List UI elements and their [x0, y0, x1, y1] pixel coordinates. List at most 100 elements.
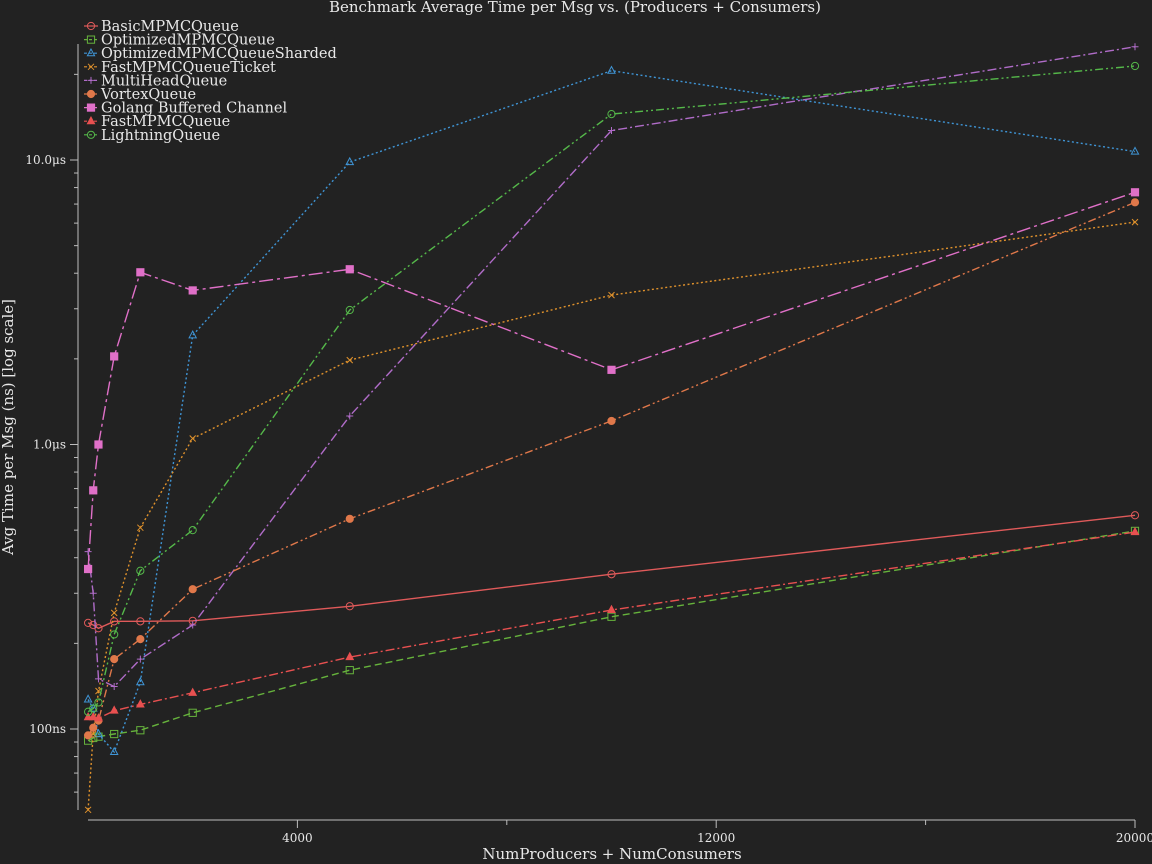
- legend-label: FastMPMCQueue: [101, 114, 230, 130]
- series-lightningqueue: [84, 61, 1140, 716]
- data-point-golang-buffered-channel: [345, 265, 354, 274]
- legend-item-multiheadqueue: MultiHeadQueue: [84, 73, 227, 89]
- data-point-golang-buffered-channel: [84, 564, 93, 574]
- data-point-lightningqueue: [89, 704, 98, 713]
- data-point-basicmpmcqueue: [84, 618, 93, 628]
- data-point-optimizedmpmcqueue: [188, 708, 197, 717]
- data-point-lightningqueue: [94, 698, 103, 707]
- data-point-optimizedmpmcqueue: [110, 729, 119, 739]
- legend: BasicMPMCQueueOptimizedMPMCQueueOptimize…: [84, 19, 337, 144]
- data-point-basicmpmcqueue: [136, 617, 145, 626]
- data-point-optimizedmpmcqueuesharded: [83, 694, 93, 703]
- data-point-basicmpmcqueue: [345, 602, 354, 611]
- data-point-lightningqueue: [110, 630, 119, 639]
- data-point-golang-buffered-channel: [110, 352, 119, 361]
- data-point-optimizedmpmcqueuesharded: [94, 728, 103, 738]
- data-point-golang-buffered-channel: [188, 286, 197, 295]
- data-point-lightningqueue: [607, 109, 616, 119]
- legend-marker: [86, 103, 96, 112]
- x-axis-title: NumProducers + NumConsumers: [482, 845, 741, 863]
- data-point-vortexqueue: [110, 655, 119, 664]
- legend-marker: [86, 89, 96, 99]
- data-point-vortexqueue: [607, 416, 616, 426]
- legend-label: VortexQueue: [100, 87, 196, 103]
- series-optimizedmpmcqueue: [84, 526, 1140, 745]
- legend-marker: [86, 115, 96, 125]
- data-point-fastmpmcqueueticket: [608, 291, 615, 299]
- data-point-multiheadqueue: [84, 548, 92, 556]
- data-point-vortexqueue: [89, 723, 98, 732]
- legend-item-basicmpmcqueue: BasicMPMCQueue: [84, 19, 239, 35]
- data-point-fastmpmcqueue: [345, 651, 355, 661]
- data-point-multiheadqueue: [136, 655, 144, 663]
- legend-item-fastmpmcqueueticket: FastMPMCQueueTicket: [84, 60, 276, 76]
- data-point-optimizedmpmcqueue: [136, 726, 145, 735]
- legend-label: OptimizedMPMCQueueSharded: [101, 46, 337, 62]
- data-point-basicmpmcqueue: [110, 617, 119, 626]
- data-point-fastmpmcqueueticket: [1131, 218, 1139, 226]
- data-point-multiheadqueue: [94, 675, 102, 683]
- data-point-fastmpmcqueue: [94, 713, 103, 722]
- data-point-fastmpmcqueue: [83, 711, 93, 721]
- data-point-multiheadqueue: [1131, 43, 1139, 51]
- data-point-multiheadqueue: [346, 412, 354, 420]
- data-point-vortexqueue: [1130, 198, 1140, 207]
- data-point-multiheadqueue: [608, 126, 615, 134]
- data-point-multiheadqueue: [189, 621, 197, 629]
- data-point-golang-buffered-channel: [607, 365, 616, 374]
- legend-item-optimizedmpmcqueue: OptimizedMPMCQueue: [84, 33, 275, 49]
- data-point-fastmpmcqueueticket: [189, 435, 197, 442]
- data-point-lightningqueue: [188, 526, 197, 535]
- data-point-vortexqueue: [136, 635, 145, 644]
- legend-label: FastMPMCQueueTicket: [101, 60, 276, 76]
- data-point-optimizedmpmcqueue: [345, 666, 354, 675]
- legend-item-fastmpmcqueue: FastMPMCQueue: [84, 114, 230, 130]
- data-point-lightningqueue: [1130, 61, 1140, 71]
- legend-label: BasicMPMCQueue: [101, 19, 239, 35]
- series-line-lightningqueue: [87, 65, 1136, 713]
- data-point-fastmpmcqueueticket: [110, 609, 118, 617]
- series-line-fastmpmcqueue: [88, 531, 1136, 720]
- data-point-golang-buffered-channel: [136, 268, 145, 277]
- series-lines: [83, 43, 1140, 814]
- series-line-fastmpmcqueueticket: [87, 221, 1136, 810]
- legend-item-optimizedmpmcqueuesharded: OptimizedMPMCQueueSharded: [84, 46, 337, 62]
- x-tick-label: 4000: [282, 831, 313, 845]
- data-point-fastmpmcqueue: [88, 711, 98, 721]
- data-point-optimizedmpmcqueuesharded: [345, 156, 355, 166]
- series-fastmpmcqueue: [83, 526, 1140, 722]
- legend-label: Golang Buffered Channel: [101, 101, 287, 117]
- data-point-fastmpmcqueue: [188, 687, 198, 696]
- y-tick-label: 10.0μs: [25, 153, 66, 167]
- data-point-optimizedmpmcqueuesharded: [188, 330, 198, 339]
- data-point-multiheadqueue: [89, 589, 97, 597]
- x-tick-label: 12000: [697, 831, 735, 845]
- data-point-golang-buffered-channel: [1130, 188, 1140, 197]
- axes: 100ns 1.0μs 10.0μs 4000 12000 20000: [25, 44, 1152, 845]
- series-basicmpmcqueue: [84, 511, 1140, 633]
- data-point-optimizedmpmcqueuesharded: [1130, 146, 1140, 155]
- series-line-golang-buffered-channel: [87, 191, 1136, 570]
- series-line-optimizedmpmcqueue: [87, 530, 1136, 742]
- legend-marker: [87, 63, 95, 71]
- data-point-multiheadqueue: [110, 683, 118, 691]
- series-golang-buffered-channel: [84, 188, 1140, 574]
- y-tick-label: 100ns: [29, 722, 66, 736]
- data-point-golang-buffered-channel: [89, 486, 98, 495]
- legend-marker: [86, 35, 96, 44]
- x-tick-label: 20000: [1116, 831, 1152, 845]
- data-point-fastmpmcqueue: [135, 699, 145, 708]
- data-point-optimizedmpmcqueuesharded: [135, 676, 145, 686]
- data-point-optimizedmpmcqueuesharded: [607, 65, 616, 74]
- series-line-optimizedmpmcqueuesharded: [87, 69, 1136, 754]
- data-point-fastmpmcqueue: [607, 604, 616, 614]
- legend-marker: [86, 21, 96, 31]
- y-tick-label: 1.0μs: [33, 438, 66, 452]
- legend-label: MultiHeadQueue: [101, 73, 227, 89]
- data-point-vortexqueue: [84, 731, 93, 740]
- series-multiheadqueue: [84, 43, 1139, 691]
- data-point-optimizedmpmcqueue: [607, 612, 616, 621]
- legend-label: OptimizedMPMCQueue: [101, 33, 275, 49]
- y-axis-title: Avg Time per Msg (ns) [log scale]: [0, 299, 17, 556]
